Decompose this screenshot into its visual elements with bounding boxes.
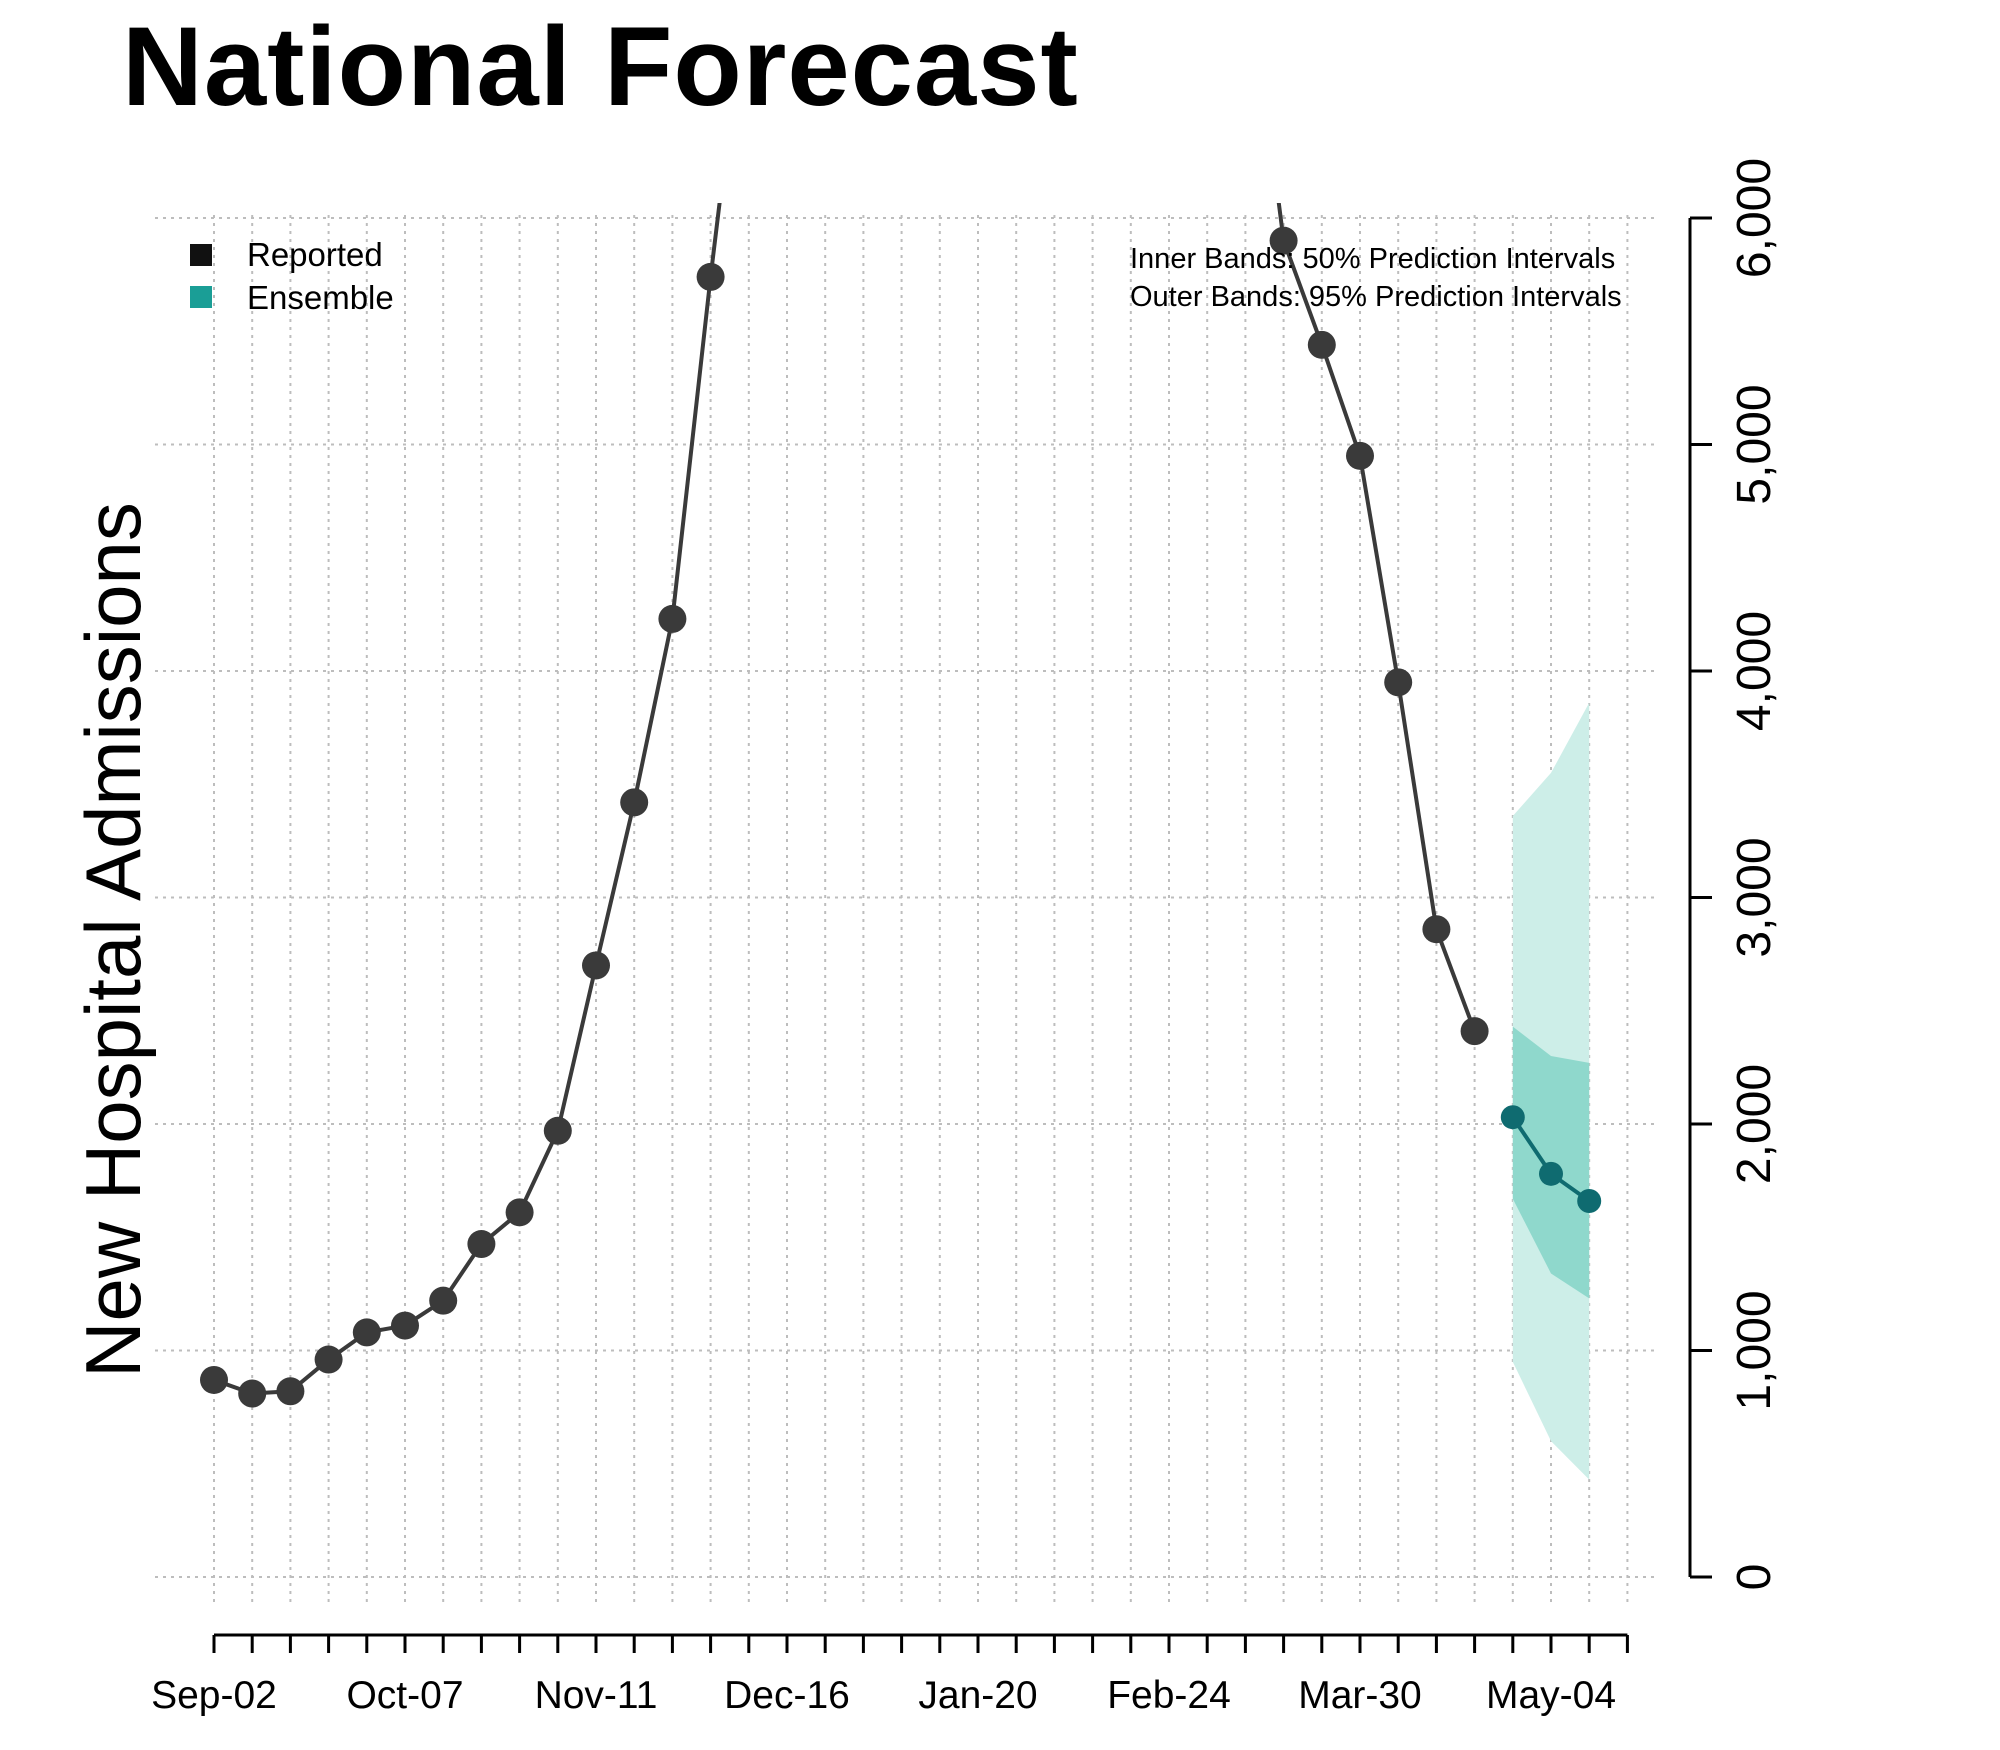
axes: 0 1,000 2,000 3,000 4,000 5,000 6,000 Sep-02 Oct… xyxy=(151,158,1781,1717)
reported-point xyxy=(1460,1017,1489,1046)
legend-label-reported: Reported xyxy=(247,236,383,273)
ensemble-point xyxy=(1500,1105,1525,1130)
grid-layer xyxy=(155,215,1658,1605)
chart-title: National Forecast xyxy=(122,4,1079,129)
x-tick-label: Sep-02 xyxy=(151,1674,277,1717)
x-tick-label: Mar-30 xyxy=(1298,1674,1422,1717)
reported-point xyxy=(276,1377,305,1406)
x-tick-label: Nov-11 xyxy=(535,1674,658,1717)
reported-point xyxy=(696,262,725,291)
legend-swatch-ensemble xyxy=(190,286,212,308)
reported-point xyxy=(505,1198,534,1227)
y-tick-label: 3,000 xyxy=(1728,837,1781,957)
ensemble-point xyxy=(1539,1161,1563,1186)
inner-bands-note: Inner Bands: 50% Prediction Intervals xyxy=(1130,243,1615,275)
reported-point xyxy=(582,951,610,980)
x-tick-label: May-04 xyxy=(1486,1674,1616,1717)
prediction-bands xyxy=(1512,702,1590,1480)
reported-point xyxy=(1307,330,1336,359)
reported-point xyxy=(1269,226,1298,255)
reported-point xyxy=(620,788,649,817)
reported-point xyxy=(429,1286,458,1315)
x-tick-label: Dec-16 xyxy=(724,1674,850,1717)
reported-point xyxy=(238,1379,267,1408)
y-axis-title: New Hospital Admissions xyxy=(69,502,157,1378)
legend-swatch-reported xyxy=(190,244,212,266)
reported-point xyxy=(200,1365,228,1394)
reported-point xyxy=(352,1318,381,1347)
reported-point xyxy=(543,1116,572,1145)
y-tick-label: 4,000 xyxy=(1728,611,1781,731)
y-tick-label: 2,000 xyxy=(1728,1064,1781,1184)
band-notes: Inner Bands: 50% Prediction Intervals Ou… xyxy=(1130,243,1622,313)
reported-point xyxy=(314,1345,343,1374)
reported-point xyxy=(1346,441,1374,470)
reported-point xyxy=(1384,668,1413,697)
legend: Reported Ensemble xyxy=(190,236,394,316)
reported-point xyxy=(658,604,687,633)
outer-bands-note: Outer Bands: 95% Prediction Intervals xyxy=(1130,281,1622,313)
legend-label-ensemble: Ensemble xyxy=(247,279,394,316)
series-points xyxy=(200,226,1602,1408)
x-tick-label: Jan-20 xyxy=(918,1674,1037,1717)
x-tick-label: Feb-24 xyxy=(1107,1674,1231,1717)
x-tick-label: Oct-07 xyxy=(346,1674,463,1717)
reported-point xyxy=(467,1230,496,1259)
y-tick-label: 5,000 xyxy=(1728,384,1781,504)
reported-point xyxy=(1422,915,1451,944)
ensemble-point xyxy=(1577,1189,1602,1214)
y-tick-label: 1,000 xyxy=(1728,1290,1781,1410)
y-tick-label: 0 xyxy=(1728,1564,1781,1591)
reported-point xyxy=(391,1311,419,1340)
y-tick-label: 6,000 xyxy=(1728,158,1781,278)
